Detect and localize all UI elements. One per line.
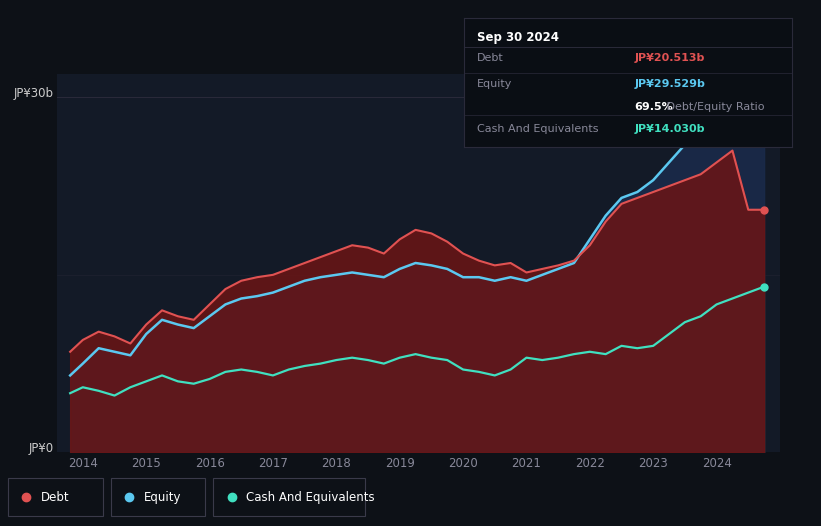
Text: Debt/Equity Ratio: Debt/Equity Ratio <box>663 102 764 112</box>
Text: JP¥0: JP¥0 <box>29 442 54 455</box>
Text: Sep 30 2024: Sep 30 2024 <box>477 32 559 44</box>
Text: Debt: Debt <box>41 491 70 503</box>
Text: JP¥20.513b: JP¥20.513b <box>635 53 705 63</box>
Text: JP¥29.529b: JP¥29.529b <box>635 79 705 89</box>
Text: 69.5%: 69.5% <box>635 102 673 112</box>
Text: JP¥14.030b: JP¥14.030b <box>635 124 705 134</box>
Text: Debt: Debt <box>477 53 504 63</box>
Text: Cash And Equivalents: Cash And Equivalents <box>246 491 375 503</box>
Text: Cash And Equivalents: Cash And Equivalents <box>477 124 599 134</box>
Text: Equity: Equity <box>144 491 181 503</box>
Text: JP¥30b: JP¥30b <box>14 87 54 100</box>
Text: Equity: Equity <box>477 79 512 89</box>
